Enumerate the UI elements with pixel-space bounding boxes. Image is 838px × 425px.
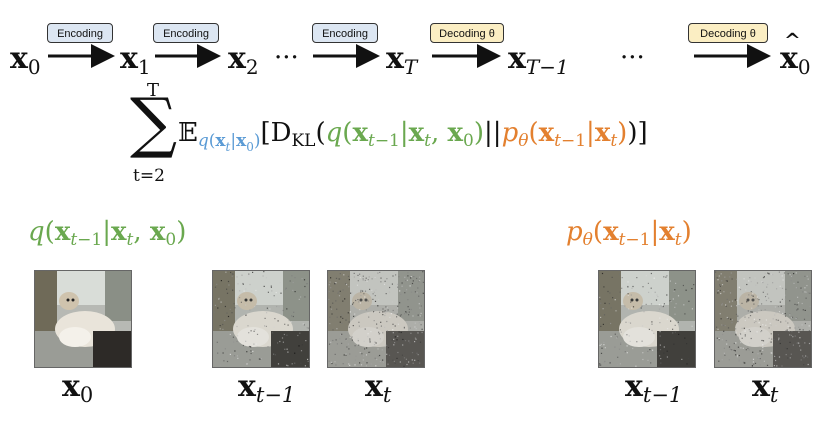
chain-x1: x1 [120, 41, 151, 79]
chain-xhat0: x ^ 0 [780, 28, 811, 79]
sum-upper-limit: T [147, 80, 160, 101]
label-xtm1-right: xt−1 [625, 369, 683, 407]
encoding-tag-3: Encoding [312, 23, 378, 43]
chain-dots-1: ··· [274, 43, 299, 73]
cat-photo [213, 271, 309, 367]
cat-photo [328, 271, 424, 367]
left-section-title: q(xt−1|xt, x0) [28, 217, 187, 250]
sum-lower-limit: t=2 [133, 166, 165, 186]
label-xtm1-left: xt−1 [238, 369, 296, 407]
expectation-term: 𝔼q(xt|x0)[DKL(q(xt−1|xt, x0)||pθ(xt−1|xt… [178, 118, 648, 154]
image-xtm1-right [598, 270, 696, 368]
cat-photo [599, 271, 695, 367]
cat-photo [35, 271, 131, 367]
chain-x2: x2 [228, 41, 259, 79]
image-xt-left [327, 270, 425, 368]
chain-xTm1: xT−1 [508, 41, 569, 79]
image-xtm1-left [212, 270, 310, 368]
label-x0: x0 [62, 369, 94, 407]
encoding-tag-1: Encoding [47, 23, 113, 43]
chain-x0: x0 [10, 41, 41, 79]
right-section-title: pθ(xt−1|xt) [566, 217, 692, 250]
chain-arrows [48, 44, 771, 68]
cat-photo [715, 271, 811, 367]
decoding-tag-1: Decoding θ [430, 23, 504, 43]
encoding-tag-2: Encoding [153, 23, 219, 43]
label-xt-left: xt [365, 369, 392, 407]
image-xt-right [714, 270, 812, 368]
image-x0 [34, 270, 132, 368]
decoding-tag-2: Decoding θ [688, 23, 768, 43]
chain-dots-2: ··· [620, 43, 645, 73]
sigma-symbol: ∑ [130, 84, 178, 161]
label-xt-right: xt [752, 369, 779, 407]
chain-xT: xT [386, 41, 418, 79]
